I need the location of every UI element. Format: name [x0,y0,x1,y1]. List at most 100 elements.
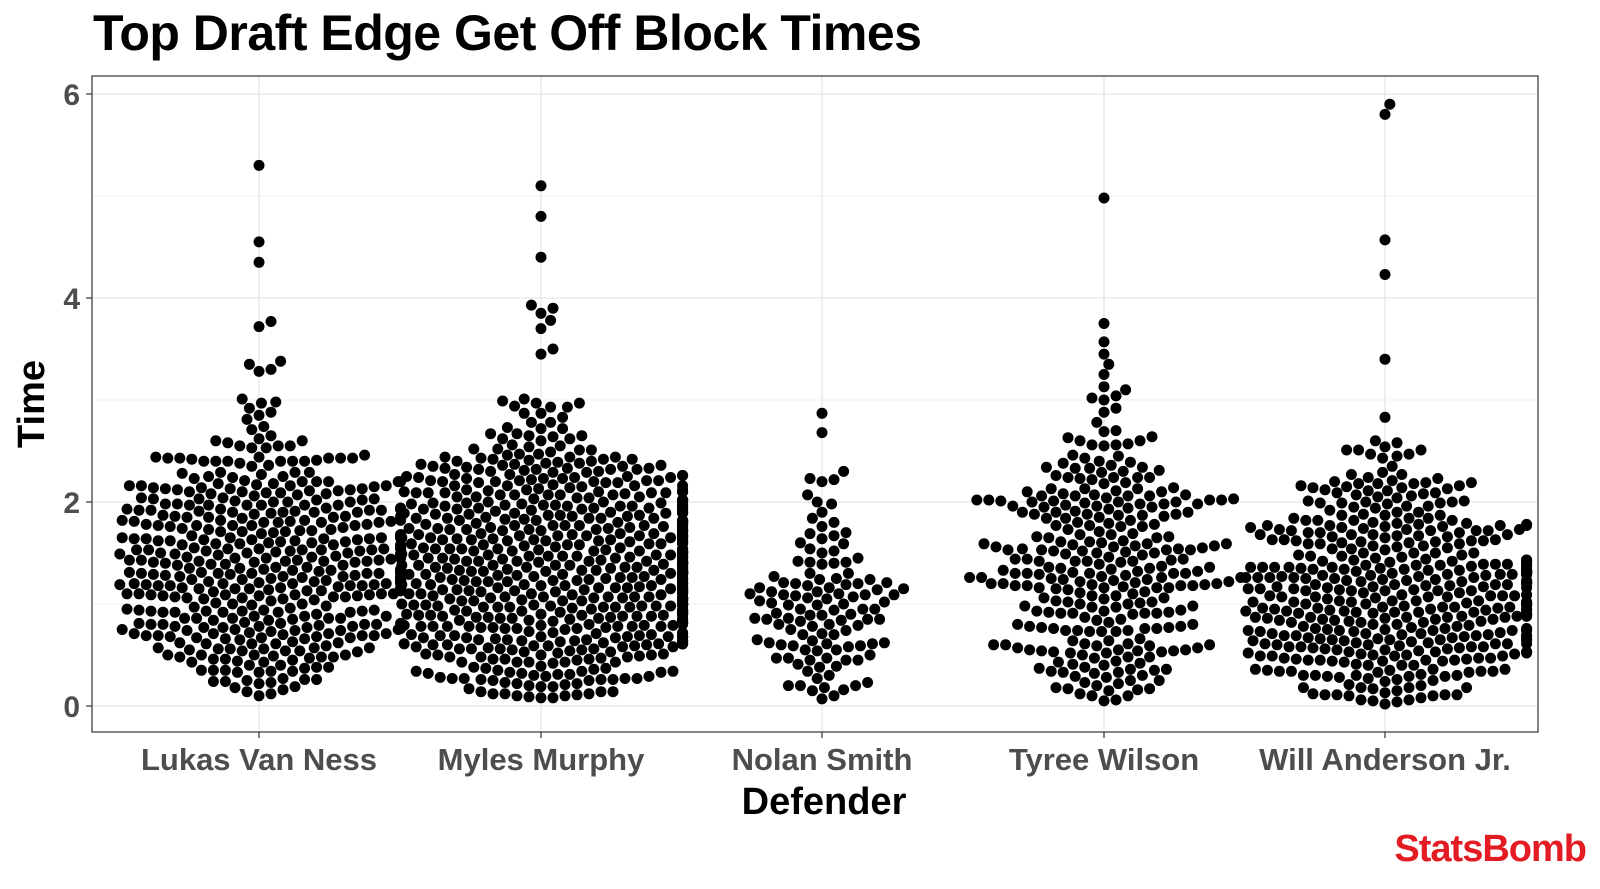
data-point [823,618,835,630]
data-point [1132,483,1144,495]
data-point [1079,497,1091,509]
data-point [559,580,571,592]
data-point [617,641,629,653]
data-point [1144,562,1156,574]
data-point [1050,583,1062,595]
data-point [258,563,270,575]
data-point [535,323,547,335]
data-point [1422,500,1434,512]
data-point [1278,534,1290,546]
data-point [248,490,260,502]
data-point [790,590,802,602]
data-point [473,634,485,646]
data-point [1132,645,1144,657]
data-point [410,641,422,653]
data-point [294,525,306,537]
data-point [1144,472,1156,483]
data-point [272,606,284,618]
data-point [253,543,265,555]
data-point [1336,550,1348,562]
data-point [626,500,638,512]
data-point [1273,665,1285,677]
data-point [1062,472,1074,483]
data-point [1098,192,1110,204]
data-point [509,458,521,470]
data-point [1249,611,1261,623]
data-point [523,550,535,562]
data-point [344,632,356,644]
data-point [427,620,439,632]
data-point [477,565,489,577]
data-point [1345,596,1357,608]
data-point [140,533,152,545]
data-point [265,430,277,442]
data-point [315,651,327,663]
data-point [559,679,571,691]
data-point [1432,473,1444,484]
data-point [1314,654,1326,666]
data-point [255,528,267,540]
data-point [1285,616,1297,628]
data-point [511,678,523,690]
data-point [368,604,380,616]
data-point [1302,654,1314,666]
data-point [501,535,513,547]
data-point [308,594,320,606]
data-point [425,579,437,591]
data-point [1307,563,1319,575]
data-point [212,643,224,655]
data-point [1146,501,1158,513]
data-point [128,578,140,590]
data-point [1146,431,1158,443]
data-point [1309,591,1321,603]
data-point [253,620,265,632]
data-point [811,673,823,684]
data-point [621,471,633,482]
data-point [816,558,828,570]
data-point [253,321,265,333]
data-point [335,612,347,624]
data-point [255,632,267,644]
data-point [657,609,669,621]
data-point [1288,583,1300,595]
data-point [830,573,842,584]
data-point [265,595,277,607]
data-point [239,616,251,628]
data-point [782,612,794,624]
data-point [1369,502,1381,514]
data-point [339,536,351,548]
data-point [482,576,494,588]
data-point [349,556,361,568]
data-point [263,584,275,596]
data-point [523,454,535,466]
data-point [561,500,573,512]
data-point [1425,603,1437,615]
data-point [1021,580,1033,592]
data-point [1360,628,1372,640]
data-point [277,471,289,482]
data-point [1482,629,1494,641]
data-point [804,473,816,484]
data-point [1247,596,1259,608]
data-point [1429,613,1441,625]
data-point [1389,606,1401,618]
data-point [253,590,265,602]
data-point [523,680,535,692]
data-point [284,545,296,557]
data-point [569,472,581,483]
data-point [499,591,511,603]
data-point [1350,489,1362,501]
data-point [128,628,140,640]
data-point [1278,652,1290,664]
data-point [828,516,840,528]
data-point [332,637,344,649]
data-point [275,355,287,367]
data-point [1060,512,1072,524]
data-point [267,650,279,662]
data-point [1062,524,1074,535]
data-point [576,644,588,656]
data-point [667,665,679,677]
data-point [1074,587,1086,599]
data-point [821,638,833,650]
data-point [816,476,828,488]
